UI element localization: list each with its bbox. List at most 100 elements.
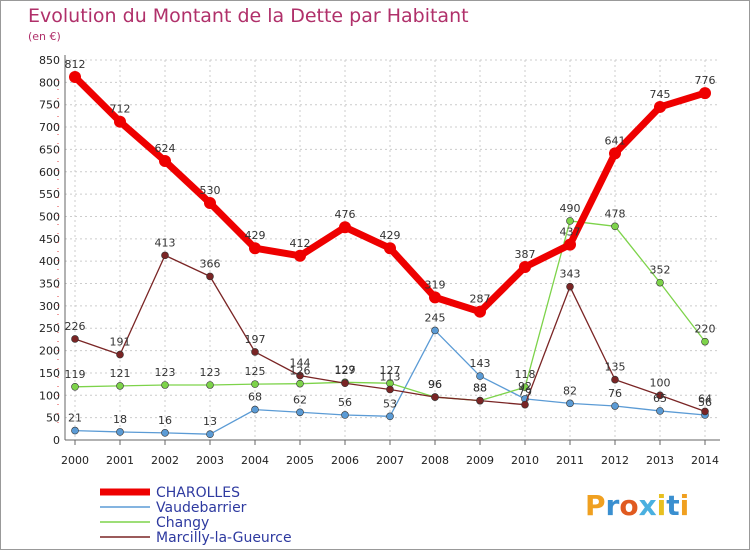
data-label: 412 (290, 237, 311, 250)
data-label: 127 (380, 364, 401, 377)
data-point (429, 291, 441, 304)
data-label: 96 (428, 378, 442, 391)
data-label: 56 (338, 396, 352, 409)
data-label: 476 (335, 208, 356, 221)
data-point (116, 350, 124, 359)
data-point (161, 429, 169, 437)
data-label: 13 (203, 415, 217, 428)
data-point (701, 337, 709, 346)
y-tick-label: 50 (46, 412, 60, 425)
data-point (206, 430, 214, 438)
data-label: 125 (245, 365, 266, 378)
data-label: 144 (290, 357, 311, 370)
legend: CHAROLLESVaudebarrierChangyMarcilly-la-G… (100, 485, 292, 546)
data-label: 191 (110, 336, 131, 349)
data-label: 812 (65, 58, 86, 71)
data-point (296, 408, 304, 417)
data-point (204, 197, 216, 210)
data-point (609, 147, 621, 160)
data-label: 65 (653, 392, 667, 405)
data-label: 287 (470, 293, 491, 306)
data-label: 437 (560, 226, 581, 239)
x-tick-label: 2012 (601, 454, 629, 467)
data-label: 16 (158, 414, 172, 427)
data-point (519, 260, 531, 273)
y-tick-label: 300 (39, 300, 60, 313)
data-point (431, 393, 439, 401)
data-point (656, 391, 664, 400)
y-tick-label: 150 (39, 367, 60, 380)
data-point (701, 407, 709, 416)
data-label: 123 (200, 366, 221, 379)
data-label: 62 (293, 393, 307, 406)
data-label: 387 (515, 248, 536, 261)
data-label: 226 (65, 320, 86, 333)
data-label: 129 (335, 363, 356, 376)
data-label: 56 (698, 396, 712, 409)
data-point (654, 100, 666, 113)
y-tick-label: 800 (39, 76, 60, 89)
data-label: 745 (650, 88, 671, 101)
data-label: 21 (68, 412, 82, 425)
data-label: 126 (290, 365, 311, 378)
data-label: 127 (335, 364, 356, 377)
data-label: 88 (473, 382, 487, 395)
data-label: 64 (698, 392, 712, 405)
data-label: 96 (428, 378, 442, 391)
y-tick-label: 550 (39, 188, 60, 201)
x-tick-label: 2011 (556, 454, 584, 467)
data-point (294, 249, 306, 262)
data-point (71, 382, 79, 391)
chart-subtitle: (en €) (28, 30, 61, 43)
data-point (71, 426, 79, 435)
y-tick-label: 600 (39, 166, 60, 179)
x-tick-label: 2004 (241, 454, 269, 467)
y-tick-label: 400 (39, 255, 60, 268)
data-label: 113 (380, 370, 401, 383)
data-point (386, 412, 394, 421)
data-label: 319 (425, 278, 446, 291)
logo: Proxiti (585, 489, 689, 522)
data-point (114, 115, 126, 128)
data-point (161, 381, 169, 389)
data-label: 776 (695, 74, 716, 87)
data-point (251, 348, 259, 356)
data-label: 82 (563, 384, 577, 397)
data-label: 478 (605, 207, 626, 220)
x-tick-label: 2005 (286, 454, 314, 467)
data-point (566, 217, 574, 225)
data-label: 135 (605, 361, 626, 374)
y-tick-label: 250 (39, 322, 60, 335)
data-label: 429 (380, 229, 401, 242)
data-label: 68 (248, 391, 262, 404)
y-tick-label: 700 (39, 121, 60, 134)
data-point (69, 70, 81, 83)
data-label: 343 (560, 268, 581, 281)
data-point (611, 375, 619, 384)
data-point (386, 385, 394, 394)
x-tick-label: 2008 (421, 454, 449, 467)
data-point (159, 155, 171, 168)
data-point (566, 399, 574, 408)
y-tick-label: 100 (39, 389, 60, 402)
data-point (699, 87, 711, 100)
legend-label: Marcilly-la-Gueurce (156, 530, 292, 546)
data-label: 413 (155, 236, 176, 249)
plot-layer: 0 50 100 150 200 250 300 350 400 450 500 550 600 650 7… (39, 54, 720, 467)
x-tick-label: 2002 (151, 454, 179, 467)
data-label: 641 (605, 134, 626, 147)
data-point (339, 221, 351, 234)
x-tick-label: 2010 (511, 454, 539, 467)
data-point (296, 371, 304, 380)
data-label: 100 (650, 376, 671, 389)
data-label: 530 (200, 184, 221, 197)
y-tick-label: 0 (53, 434, 60, 447)
logo-text: Proxiti (585, 489, 689, 522)
data-label: 76 (608, 387, 622, 400)
data-point (564, 238, 576, 251)
data-point (476, 372, 484, 380)
data-label: 624 (155, 142, 176, 155)
data-label: 366 (200, 257, 221, 270)
x-tick-label: 2006 (331, 454, 359, 467)
